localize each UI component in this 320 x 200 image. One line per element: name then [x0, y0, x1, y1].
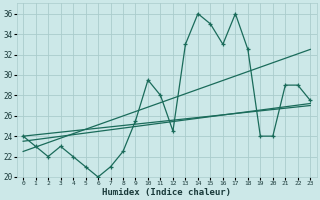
X-axis label: Humidex (Indice chaleur): Humidex (Indice chaleur): [102, 188, 231, 197]
